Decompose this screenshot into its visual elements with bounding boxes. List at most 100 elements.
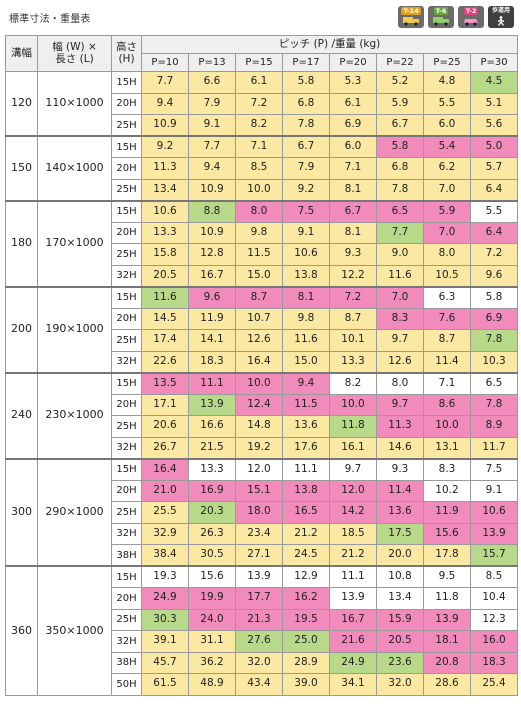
weight-cell: 5.6 bbox=[469, 114, 519, 137]
weight-cell: 16.9 bbox=[188, 479, 236, 502]
table-row: 300 290×1000 15H 16.4 13.3 12.0 11.1 9.7 9.3 8.3 7… bbox=[5, 457, 519, 567]
weight-cell: 12.8 bbox=[188, 243, 236, 266]
groove-width-cell: 300 bbox=[5, 457, 38, 567]
weight-cell: 11.6 bbox=[282, 329, 330, 352]
weight-cell: 10.0 bbox=[235, 371, 283, 395]
weight-cell: 19.3 bbox=[141, 565, 189, 588]
table-row: 25H 10.9 9.1 8.2 7.8 6.9 6.7 6.0 5.6 bbox=[6, 114, 519, 137]
height-cell: 32H bbox=[111, 264, 142, 287]
weight-cell: 32.0 bbox=[235, 651, 283, 674]
badge-label-walkway: 歩道用 bbox=[491, 7, 510, 14]
weight-cell: 13.4 bbox=[141, 178, 189, 201]
table-row: 32H 26.7 21.5 19.2 17.6 16.1 14.6 13.1 11.7 bbox=[6, 436, 519, 459]
header-size: 幅 (W) × 長さ (L) bbox=[37, 35, 112, 72]
weight-cell: 9.4 bbox=[141, 92, 189, 115]
table-row: 25H 25.5 20.3 18.0 16.5 14.2 13.6 11.9 10.6 bbox=[6, 501, 519, 524]
header-groove-width: 溝幅 bbox=[5, 35, 38, 72]
weight-cell: 6.0 bbox=[329, 135, 377, 158]
groove-width-cell: 200 bbox=[5, 285, 38, 373]
height-cell: 32H bbox=[111, 436, 142, 459]
weight-cell: 16.5 bbox=[282, 501, 330, 524]
weight-cell: 17.6 bbox=[282, 436, 330, 459]
weight-cell: 13.5 bbox=[141, 371, 189, 395]
header-pitch: P=20 bbox=[329, 53, 377, 72]
weight-cell: 12.4 bbox=[235, 393, 283, 416]
weight-cell: 5.5 bbox=[469, 199, 519, 223]
height-cell: 50H bbox=[111, 673, 142, 696]
weight-cell: 6.7 bbox=[376, 114, 424, 137]
weight-cell: 9.3 bbox=[376, 457, 424, 481]
weight-cell: 5.8 bbox=[469, 285, 519, 309]
weight-cell: 7.1 bbox=[235, 135, 283, 158]
weight-cell: 25.4 bbox=[469, 673, 519, 696]
weight-cell: 11.1 bbox=[329, 565, 377, 588]
height-cell: 15H bbox=[111, 71, 142, 94]
weight-cell: 8.9 bbox=[469, 415, 519, 438]
weight-cell: 48.9 bbox=[188, 673, 236, 696]
weight-cell: 24.5 bbox=[282, 544, 330, 567]
weight-cell: 6.8 bbox=[282, 92, 330, 115]
height-cell: 32H bbox=[111, 630, 142, 653]
weight-cell: 9.4 bbox=[188, 157, 236, 180]
weight-cell: 8.5 bbox=[469, 565, 519, 588]
weight-cell: 15.0 bbox=[235, 264, 283, 287]
weight-cell: 8.2 bbox=[329, 371, 377, 395]
header-pitch: P=15 bbox=[235, 53, 283, 72]
weight-cell: 10.3 bbox=[469, 350, 519, 373]
table-row: 25H 17.4 14.1 12.6 11.6 10.1 9.7 8.7 7.8 bbox=[6, 329, 519, 352]
weight-cell: 8.5 bbox=[235, 157, 283, 180]
badge-label-t14: T-14 bbox=[401, 7, 421, 15]
weight-cell: 34.1 bbox=[329, 673, 377, 696]
weight-cell: 8.0 bbox=[235, 199, 283, 223]
weight-cell: 5.9 bbox=[423, 199, 471, 223]
weight-cell: 17.8 bbox=[423, 544, 471, 567]
weight-cell: 24.0 bbox=[188, 608, 236, 631]
weight-cell: 12.0 bbox=[329, 479, 377, 502]
weight-cell: 7.1 bbox=[329, 157, 377, 180]
header-pitch: P=10 bbox=[141, 53, 189, 72]
weight-cell: 15.6 bbox=[423, 522, 471, 545]
weight-cell: 17.7 bbox=[235, 587, 283, 610]
weight-cell: 28.9 bbox=[282, 651, 330, 674]
weight-cell: 19.2 bbox=[235, 436, 283, 459]
weight-cell: 6.3 bbox=[423, 285, 471, 309]
weight-cell: 8.8 bbox=[188, 199, 236, 223]
truck-icon: T-6 bbox=[428, 6, 454, 28]
weight-cell: 7.1 bbox=[423, 371, 471, 395]
height-cell: 20H bbox=[111, 393, 142, 416]
weight-cell: 11.8 bbox=[329, 415, 377, 438]
weight-cell: 11.8 bbox=[423, 587, 471, 610]
weight-cell: 13.6 bbox=[282, 415, 330, 438]
header-pitch: P=25 bbox=[423, 53, 471, 72]
weight-cell: 30.5 bbox=[188, 544, 236, 567]
header-height: 高さ (H) bbox=[111, 35, 142, 72]
weight-cell: 14.1 bbox=[188, 329, 236, 352]
weight-cell: 9.7 bbox=[376, 329, 424, 352]
weight-cell: 10.4 bbox=[469, 587, 519, 610]
weight-cell: 13.9 bbox=[235, 565, 283, 588]
table-row: 200 190×1000 15H 11.6 9.6 8.7 8.1 7.2 7.0 6.3 5.8 bbox=[5, 285, 519, 373]
weight-cell: 61.5 bbox=[141, 673, 189, 696]
height-cell: 20H bbox=[111, 307, 142, 330]
weight-cell: 21.0 bbox=[141, 479, 189, 502]
weight-cell: 10.8 bbox=[376, 565, 424, 588]
weight-cell: 18.5 bbox=[329, 522, 377, 545]
weight-cell: 25.5 bbox=[141, 501, 189, 524]
weight-cell: 15.0 bbox=[282, 350, 330, 373]
weight-cell: 6.5 bbox=[376, 199, 424, 223]
table-row: 20H 9.4 7.9 7.2 6.8 6.1 5.9 5.5 5.1 bbox=[6, 92, 519, 115]
weight-cell: 9.8 bbox=[235, 221, 283, 244]
weight-cell: 13.9 bbox=[188, 393, 236, 416]
weight-cell: 39.1 bbox=[141, 630, 189, 653]
groove-width-cell: 120 bbox=[5, 71, 38, 137]
weight-cell: 13.6 bbox=[376, 501, 424, 524]
weight-cell: 26.7 bbox=[141, 436, 189, 459]
groove-width-cell: 360 bbox=[5, 565, 38, 696]
weight-cell: 13.1 bbox=[423, 436, 471, 459]
weight-cell: 7.0 bbox=[376, 285, 424, 309]
weight-cell: 8.7 bbox=[329, 307, 377, 330]
header-pitch: P=30 bbox=[469, 53, 519, 72]
weight-cell: 7.0 bbox=[423, 178, 471, 201]
weight-cell: 14.6 bbox=[376, 436, 424, 459]
height-cell: 15H bbox=[111, 371, 142, 395]
